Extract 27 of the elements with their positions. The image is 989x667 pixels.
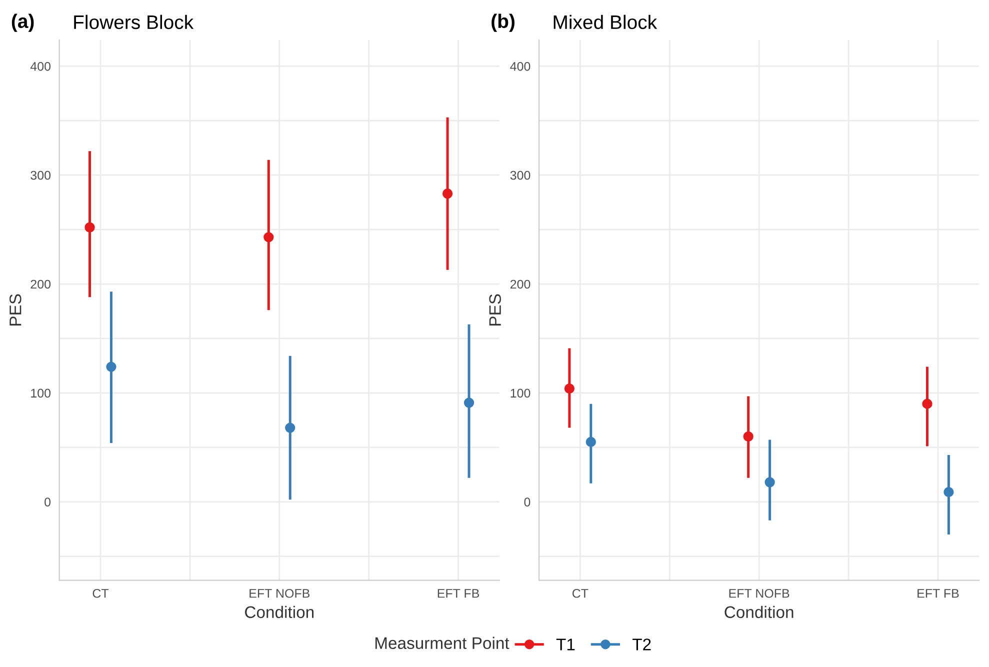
y-tick-label: 0 — [524, 498, 530, 507]
text: (a) — [12, 14, 34, 32]
text: (b) — [492, 14, 514, 32]
y-tick-label: 300 — [510, 170, 530, 180]
x-axis-title: Condition — [724, 606, 794, 618]
y-tick-label: 400 — [30, 62, 51, 71]
y-axis-title: PES — [10, 294, 22, 326]
legend-label: T2 — [632, 638, 651, 650]
legend-title: Measurment Point — [375, 636, 510, 650]
chart-title: Flowers Block — [74, 14, 194, 30]
y-tick-label: 200 — [30, 280, 51, 289]
y-axis-title: PES — [489, 294, 501, 326]
x-axis-title: Condition — [245, 606, 314, 618]
x-tick-label: EFT FB — [438, 589, 480, 598]
legend-label: T1 — [556, 638, 575, 650]
x-tick-label: EFT NOFB — [250, 588, 310, 598]
x-tick-label: EFT FB — [918, 589, 959, 598]
chart-title: Mixed Block — [554, 14, 658, 30]
y-tick-label: 200 — [510, 280, 530, 289]
x-tick-label: CT — [572, 588, 588, 598]
y-tick-label: 100 — [31, 388, 51, 398]
x-tick-label: CT — [92, 588, 109, 598]
y-tick-label: 100 — [510, 388, 530, 398]
y-tick-label: 0 — [44, 498, 51, 507]
x-tick-label: EFT NOFB — [729, 588, 790, 598]
y-tick-label: 300 — [30, 170, 51, 180]
y-tick-label: 400 — [510, 62, 530, 71]
